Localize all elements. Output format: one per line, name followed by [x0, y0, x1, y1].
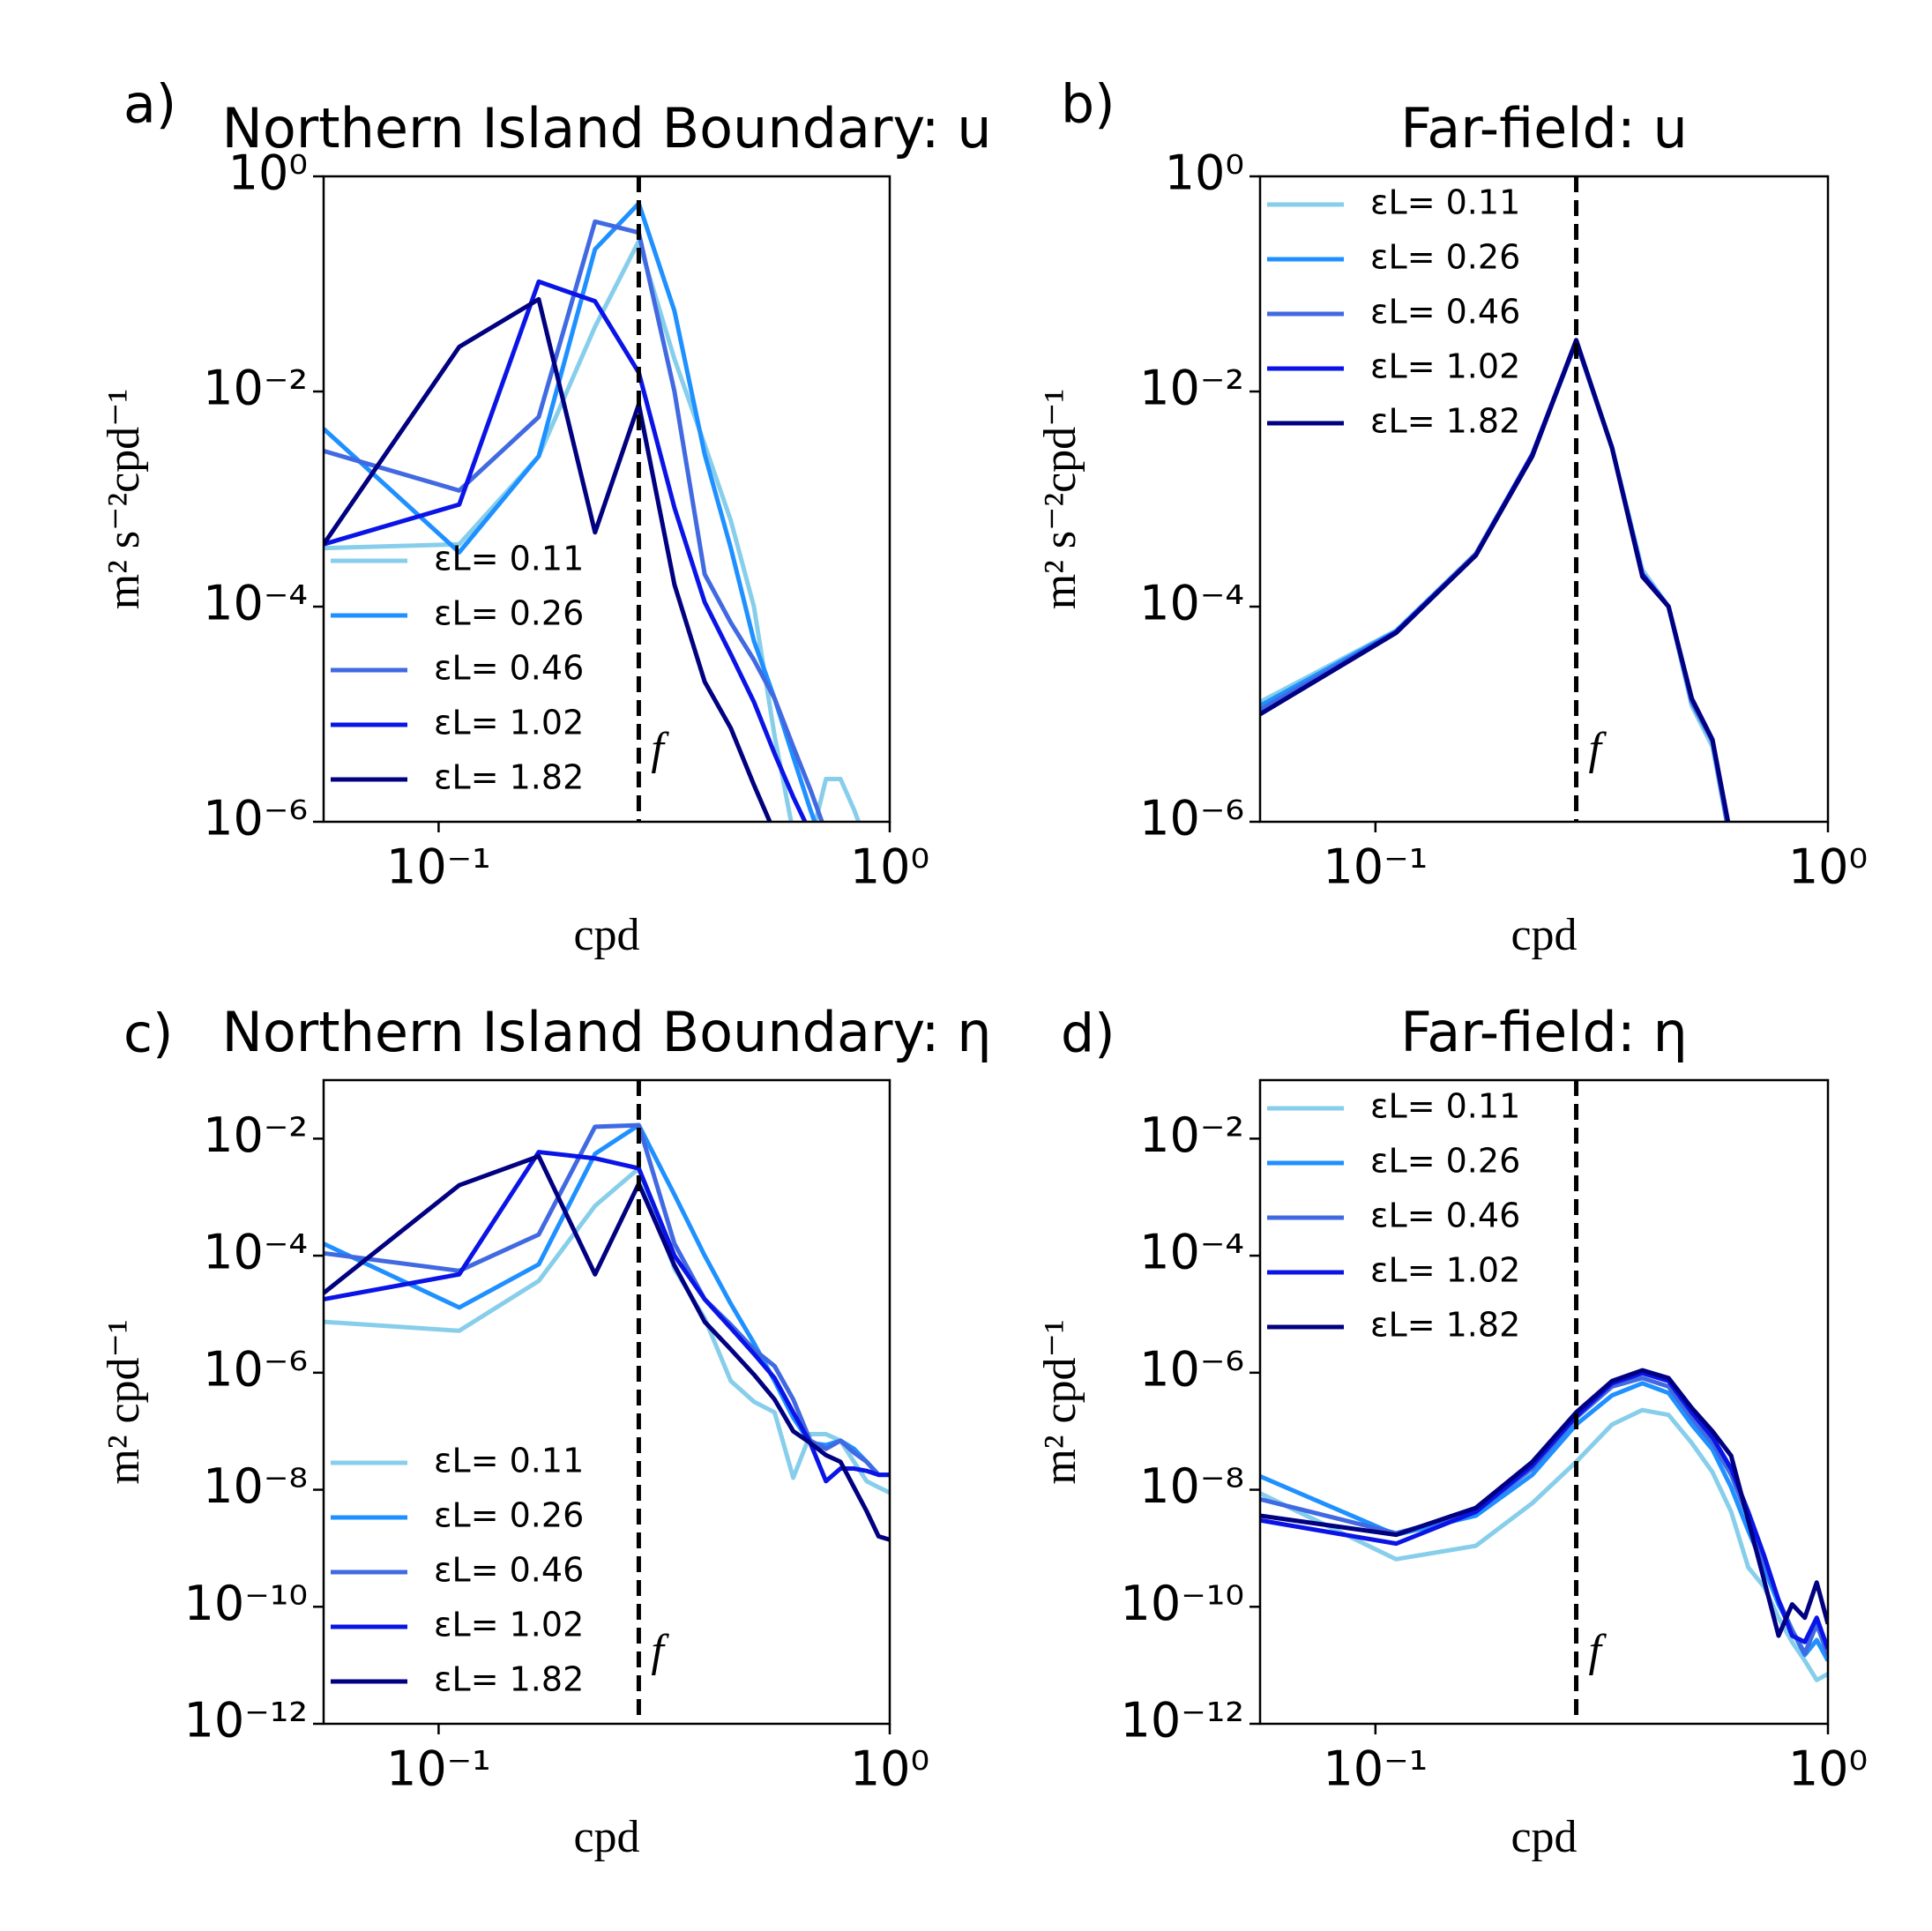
- series-line: [324, 1166, 890, 1495]
- series-line: [324, 279, 808, 822]
- y-tick-label: 10⁻¹⁰: [183, 1576, 308, 1631]
- y-tick-label: 10⁰: [1165, 145, 1244, 201]
- series-line: [324, 201, 817, 822]
- series-line: [324, 1150, 890, 1484]
- y-tick-label: 10⁻⁴: [1139, 1225, 1244, 1280]
- chart-title: Northern Island Boundary: η: [221, 1000, 991, 1064]
- y-axis-label: m² s⁻²cpd⁻¹: [99, 389, 149, 609]
- series-line: [324, 1153, 890, 1542]
- plot-area: [1260, 176, 1731, 822]
- panel-label: a): [123, 74, 176, 136]
- y-tick-label: 10⁻¹²: [183, 1693, 308, 1748]
- series-line: [1260, 1370, 1828, 1650]
- legend-label: εL= 1.02: [434, 704, 584, 742]
- y-tick-label: 10⁻⁶: [203, 791, 308, 846]
- y-tick-label: 10⁻¹⁰: [1120, 1576, 1244, 1631]
- legend-label: εL= 1.82: [1370, 402, 1520, 441]
- y-tick-label: 10⁻²: [1139, 361, 1244, 416]
- y-tick-label: 10⁻⁸: [1139, 1458, 1244, 1514]
- legend-label: εL= 0.26: [434, 594, 584, 633]
- y-tick-label: 10⁻⁸: [203, 1458, 308, 1514]
- y-tick-label: 10⁻⁴: [203, 1225, 308, 1280]
- chart-title: Northern Island Boundary: u: [221, 96, 991, 160]
- chart-title: Far-field: u: [1400, 96, 1688, 160]
- legend-label: εL= 0.46: [1370, 293, 1520, 332]
- series-line: [1260, 338, 1731, 822]
- x-tick-label: 10⁰: [1788, 839, 1868, 895]
- legend-label: εL= 0.26: [434, 1496, 584, 1535]
- plot-area: [324, 1080, 890, 1724]
- x-axis-label: cpd: [1511, 910, 1577, 960]
- legend-label: εL= 0.11: [434, 540, 584, 578]
- x-tick-label: 10⁻¹: [386, 1741, 491, 1797]
- plot-area: [324, 176, 862, 822]
- legend-label: εL= 0.46: [1370, 1197, 1520, 1235]
- legend-label: εL= 1.02: [434, 1606, 584, 1644]
- axes-frame: [1258, 1078, 1830, 1726]
- y-axis-label: m² cpd⁻¹: [99, 1319, 149, 1484]
- f-label: f: [1589, 724, 1608, 774]
- series-line: [324, 1122, 890, 1478]
- y-tick-label: 10⁻⁶: [1139, 1341, 1244, 1397]
- f-label: f: [651, 724, 669, 774]
- legend-label: εL= 0.26: [1370, 1142, 1520, 1181]
- x-axis-label: cpd: [573, 910, 639, 960]
- x-tick-label: 10⁰: [850, 839, 929, 895]
- series-line: [324, 219, 824, 822]
- y-tick-label: 10⁻⁶: [203, 1341, 308, 1397]
- x-tick-label: 10⁻¹: [1323, 1741, 1428, 1797]
- legend-label: εL= 1.02: [1370, 347, 1520, 386]
- chart-title: Far-field: η: [1400, 1000, 1688, 1064]
- legend-label: εL= 0.11: [1370, 1087, 1520, 1126]
- y-tick-label: 10⁻⁶: [1139, 791, 1244, 846]
- legend-label: εL= 0.26: [1370, 238, 1520, 277]
- x-tick-label: 10⁰: [850, 1741, 929, 1797]
- legend-label: εL= 0.46: [434, 1551, 584, 1590]
- f-label: f: [1589, 1626, 1608, 1676]
- legend-label: εL= 1.82: [434, 1660, 584, 1699]
- legend-label: εL= 0.11: [1370, 183, 1520, 222]
- series-line: [324, 238, 862, 822]
- x-tick-label: 10⁻¹: [1323, 839, 1428, 895]
- x-axis-label: cpd: [573, 1812, 639, 1862]
- y-tick-label: 10⁻¹²: [1120, 1693, 1244, 1748]
- legend-label: εL= 1.02: [1370, 1251, 1520, 1290]
- y-tick-label: 10⁰: [228, 145, 308, 201]
- axes-frame: [1258, 175, 1830, 824]
- y-axis-label: m² s⁻²cpd⁻¹: [1035, 389, 1085, 609]
- y-tick-label: 10⁻⁴: [203, 576, 308, 631]
- legend-label: εL= 1.82: [434, 758, 584, 797]
- panel-label: d): [1061, 1003, 1115, 1065]
- x-tick-label: 10⁻¹: [386, 839, 491, 895]
- legend-label: εL= 0.11: [434, 1442, 584, 1480]
- panel-label: c): [123, 1003, 173, 1065]
- legend-label: εL= 0.46: [434, 649, 584, 688]
- y-tick-label: 10⁻²: [203, 361, 308, 416]
- series-line: [1260, 1407, 1828, 1682]
- series-line: [324, 296, 772, 822]
- x-axis-label: cpd: [1511, 1812, 1577, 1862]
- y-axis-label: m² cpd⁻¹: [1035, 1319, 1085, 1484]
- axes-frame: [322, 1078, 891, 1726]
- series-line: [1260, 1368, 1828, 1638]
- x-tick-label: 10⁰: [1788, 1741, 1868, 1797]
- f-label: f: [651, 1626, 669, 1676]
- axes-frame: [322, 175, 891, 824]
- legend-label: εL= 1.82: [1370, 1306, 1520, 1345]
- series-line: [324, 1122, 890, 1478]
- y-tick-label: 10⁻²: [1139, 1107, 1244, 1163]
- panel-label: b): [1061, 74, 1115, 136]
- y-tick-label: 10⁻⁴: [1139, 576, 1244, 631]
- y-tick-label: 10⁻²: [203, 1107, 308, 1163]
- plot-area: [1260, 1080, 1828, 1724]
